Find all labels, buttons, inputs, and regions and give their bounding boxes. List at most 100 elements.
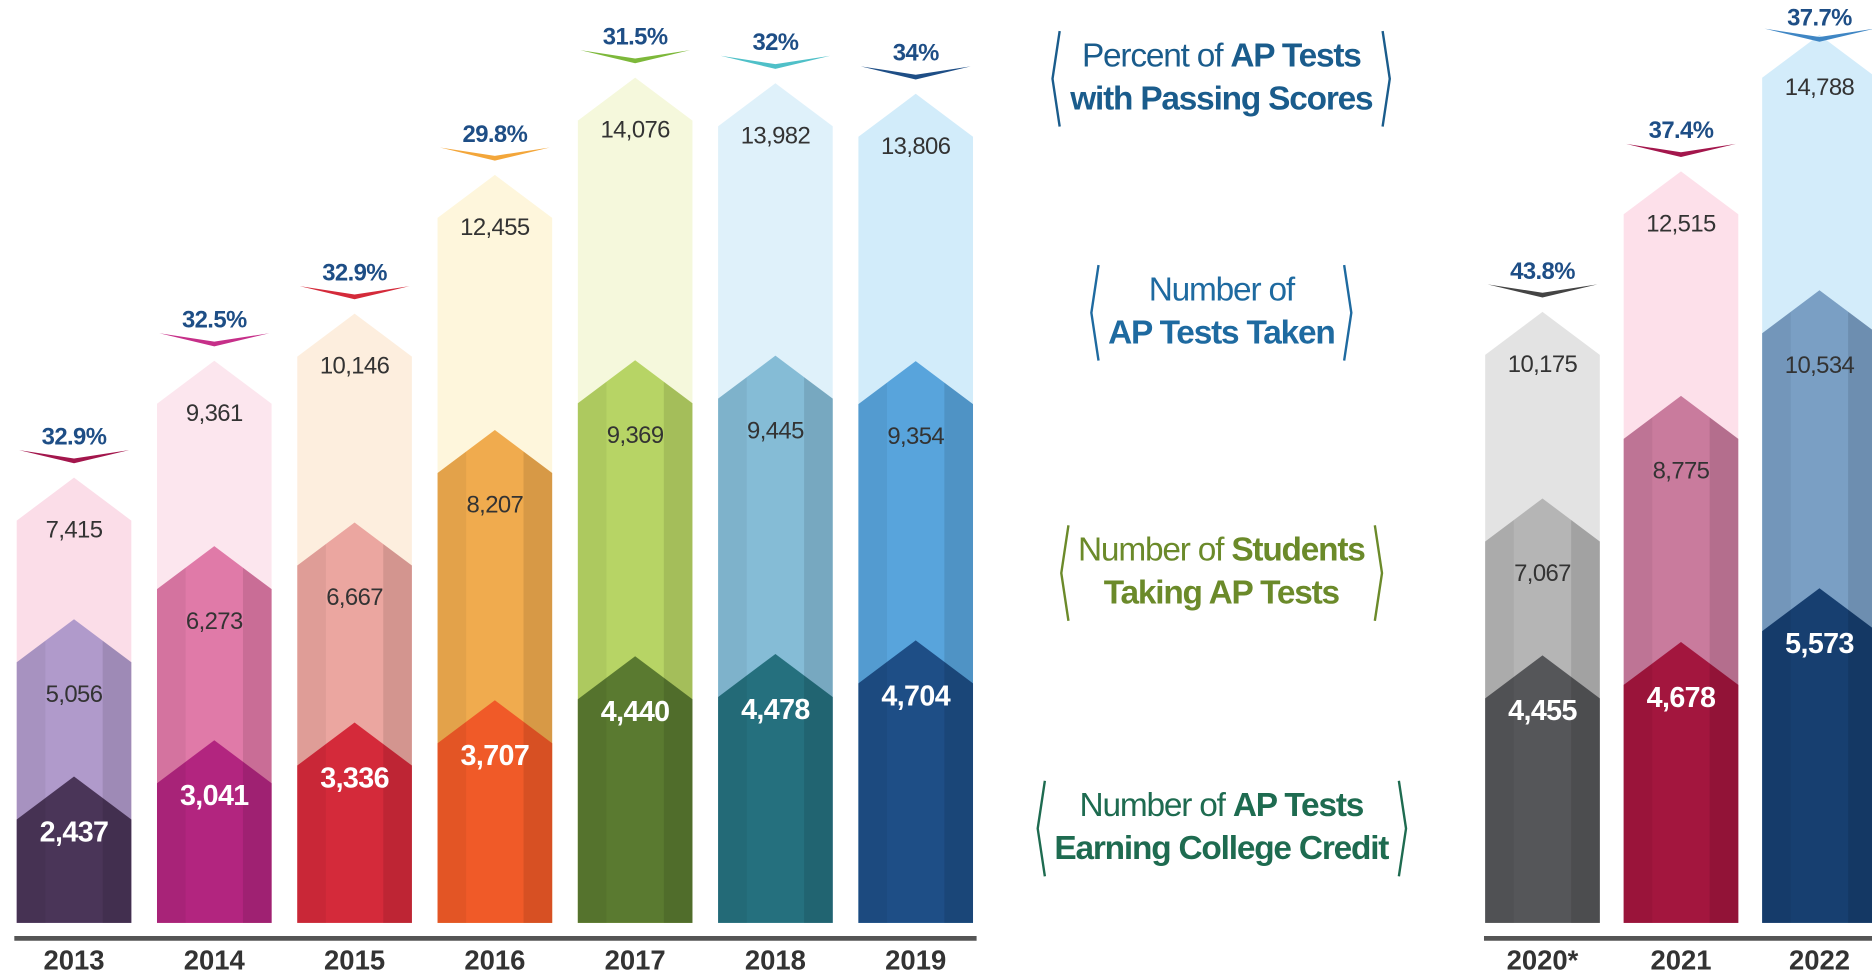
arrow-shade [74, 776, 132, 923]
arrow-shade [1623, 641, 1681, 923]
x-tick-label: 2022 [1789, 945, 1850, 976]
percent-marker [1487, 284, 1598, 298]
percent-marker [439, 147, 550, 161]
arrow-bar [156, 740, 272, 923]
arrow-bar [437, 700, 553, 923]
arrow-shade [437, 700, 495, 923]
percent-marker [1626, 143, 1736, 157]
value-label: 5,056 [46, 681, 103, 708]
value-label: 8,775 [1653, 458, 1710, 485]
x-tick-label: 2019 [885, 945, 946, 976]
arrow-shade [297, 722, 355, 923]
value-label: 6,273 [186, 608, 243, 635]
legend-line: Taking AP Tests [1104, 574, 1340, 611]
value-label: 4,440 [601, 696, 670, 728]
arrow-bar [577, 656, 693, 923]
legend-text: AP Tests [1233, 787, 1364, 824]
legend-text: Number of [1080, 787, 1233, 824]
legend-line: with Passing Scores [1069, 80, 1373, 117]
arrow-shade [775, 653, 833, 923]
legend-text: Earning College Credit [1054, 830, 1389, 867]
value-label: 2,437 [40, 816, 109, 848]
arrow-shade [1762, 588, 1820, 923]
legend-bracket [1342, 264, 1353, 361]
arrow-shade [156, 740, 215, 923]
value-label: 12,455 [460, 214, 530, 241]
arrow-shade [1819, 588, 1872, 923]
arrow-bar [1623, 641, 1739, 923]
x-tick-label: 2017 [605, 945, 666, 976]
value-label: 4,704 [881, 680, 950, 712]
value-label: 13,982 [741, 122, 811, 149]
legend-text: AP Tests Taken [1108, 314, 1335, 351]
arrow-bar [858, 640, 974, 923]
percent-label: 43.8% [1510, 258, 1575, 285]
value-label: 7,067 [1514, 560, 1571, 587]
percent-marker [159, 333, 270, 347]
x-tick-label: 2013 [43, 945, 104, 976]
value-label: 10,534 [1785, 352, 1855, 379]
value-label: 7,415 [46, 517, 103, 544]
value-label: 3,707 [461, 740, 530, 772]
arrow-shade [214, 740, 272, 923]
legend-bracket [1060, 525, 1070, 622]
x-tick-label: 2016 [464, 945, 525, 976]
value-label: 4,478 [741, 694, 810, 726]
value-label: 14,788 [1785, 74, 1855, 101]
x-tick-label: 2015 [324, 945, 385, 976]
value-label: 4,455 [1508, 695, 1577, 727]
percent-label: 29.8% [463, 121, 528, 148]
percent-label: 32.9% [42, 424, 107, 451]
arrow-shade [1485, 655, 1543, 923]
value-label: 8,207 [466, 492, 523, 519]
arrow-shade [494, 700, 553, 923]
arrow-shade [718, 653, 776, 923]
percent-label: 37.7% [1787, 4, 1852, 31]
value-label: 5,573 [1785, 628, 1854, 660]
value-label: 9,354 [887, 423, 944, 450]
legend-text: Number of [1078, 531, 1231, 568]
arrow-shade [915, 640, 974, 923]
arrow-shade [1542, 655, 1600, 923]
percent-label: 31.5% [603, 23, 668, 50]
legend-bracket [1090, 264, 1100, 361]
legend-line: Earning College Credit [1054, 830, 1389, 867]
legend-text: AP Tests [1230, 37, 1361, 74]
percent-marker [860, 66, 971, 80]
x-tick-label: 2014 [184, 945, 246, 976]
value-label: 10,175 [1508, 351, 1578, 378]
legend-line: Number of [1149, 271, 1296, 308]
value-label: 3,041 [180, 780, 249, 812]
legend-entry: Number of Students Taking AP Tests [1078, 531, 1366, 611]
percent-marker [580, 50, 691, 64]
legend-text: Students [1231, 531, 1365, 568]
value-label: 9,361 [186, 400, 243, 427]
legend-bracket [1381, 30, 1391, 127]
percent-label: 32.5% [182, 307, 247, 334]
legend-entry: Number of AP Tests Earning College Credit [1054, 787, 1390, 867]
legend-line: Number of AP Tests [1080, 787, 1364, 824]
legend-bracket [1051, 30, 1061, 127]
legend-text: with Passing Scores [1069, 80, 1373, 117]
arrow-shade [1680, 641, 1739, 923]
arrow-shade [635, 656, 693, 923]
percent-label: 32.9% [322, 260, 387, 287]
legend-text: Percent of [1082, 37, 1230, 74]
percent-marker [19, 450, 129, 464]
percent-marker [299, 286, 410, 300]
arrow-bar [16, 776, 132, 923]
arrow-shade [858, 640, 916, 923]
percent-marker [1764, 28, 1872, 42]
value-label: 14,076 [600, 117, 670, 144]
arrow-shade [577, 656, 636, 923]
legend-text: Taking AP Tests [1104, 574, 1340, 611]
percent-marker [720, 55, 831, 69]
percent-label: 37.4% [1649, 117, 1714, 144]
legend-entry: Percent of AP Tests with Passing Scores [1069, 37, 1374, 117]
arrow-shade [16, 776, 75, 923]
x-tick-label: 2020* [1507, 945, 1579, 976]
value-label: 12,515 [1646, 210, 1716, 237]
x-tick-label: 2021 [1650, 945, 1711, 976]
value-label: 9,369 [607, 422, 664, 449]
